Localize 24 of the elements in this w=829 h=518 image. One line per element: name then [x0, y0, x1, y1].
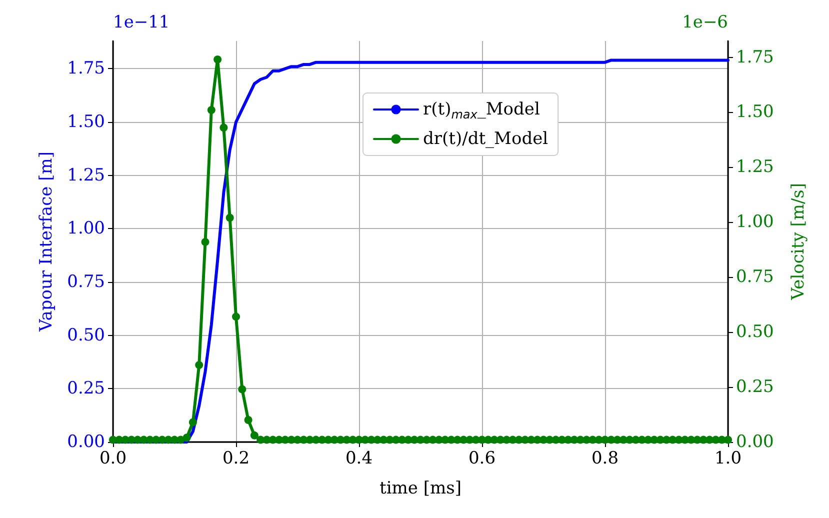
y-tick-label: 0.25: [67, 378, 105, 399]
text: 1e−6: [682, 12, 728, 32]
y-tick-label: 1.00: [67, 218, 105, 239]
y2-tick-label: 1.50: [736, 102, 774, 122]
x-axis-title: time [ms]: [380, 478, 462, 498]
x-tick-label: 0.8: [591, 448, 619, 468]
y2-tick-label: 1.75: [736, 47, 774, 68]
y-axis-title: Vapour Interface [m]: [36, 152, 56, 332]
x-tick-label: 0.4: [345, 448, 373, 468]
y2-tick-label: 0.50: [736, 322, 774, 342]
y-tick-label: 0.50: [67, 325, 105, 346]
y2-axis-title: Velocity [m/s]: [788, 182, 808, 302]
y-tick-label: 0.75: [67, 272, 105, 292]
y-tick-label: 1.75: [67, 58, 105, 79]
x-tick-label: 0.6: [468, 448, 496, 468]
y2-tick-label: 0.25: [736, 377, 774, 398]
x-tick-label: 0.2: [222, 448, 250, 468]
y-tick-label: 1.25: [67, 165, 105, 186]
y2-tick-label: 0.75: [736, 267, 774, 288]
legend-label: dr(t)/dt_Model: [423, 129, 548, 149]
y-tick-label: 1.50: [67, 112, 105, 132]
y2-tick-label: 1.00: [736, 212, 774, 232]
text: 1e−11: [113, 12, 170, 32]
y2-tick-label: 1.25: [736, 157, 774, 178]
